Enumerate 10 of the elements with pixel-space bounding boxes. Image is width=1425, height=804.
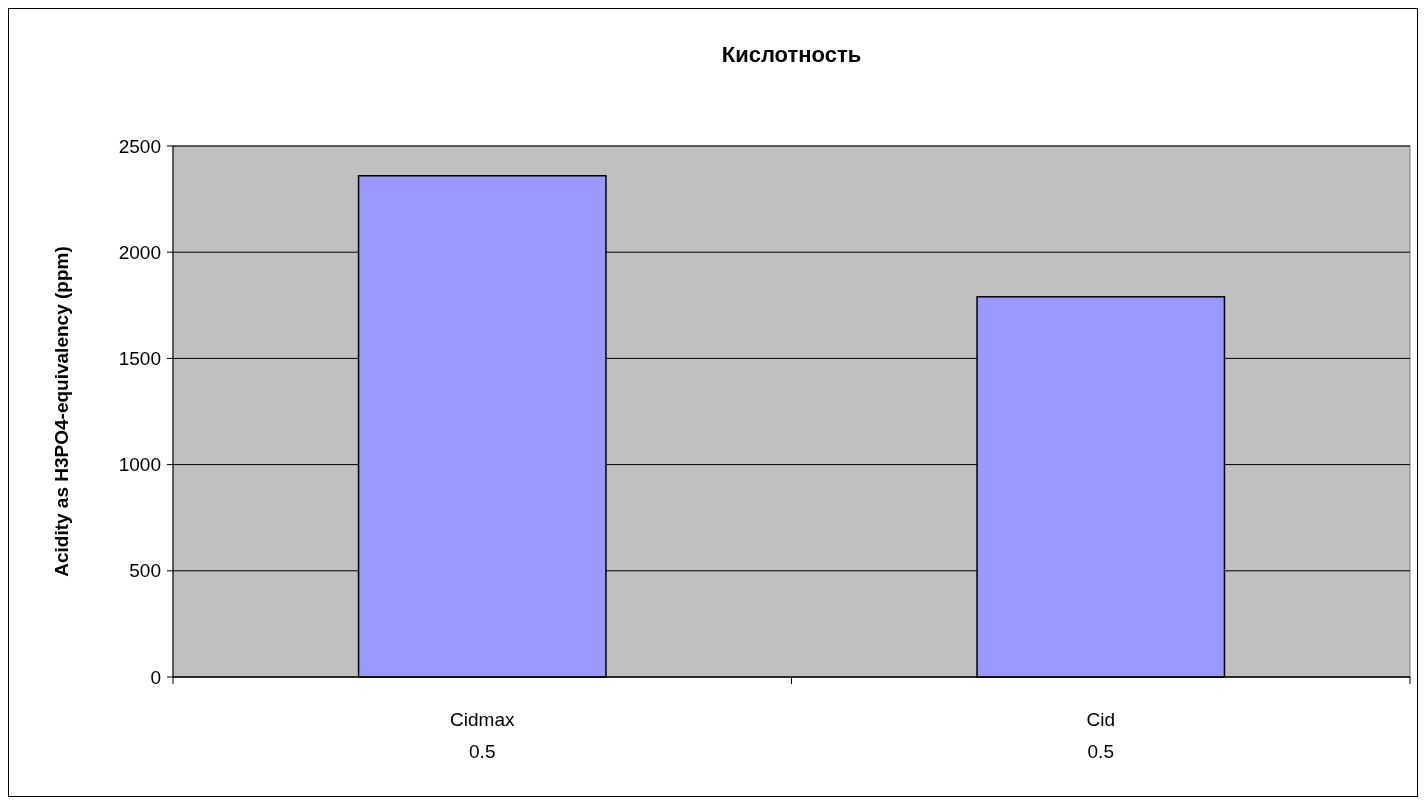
chart-title: Кислотность xyxy=(721,42,862,67)
y-tick-label: 2000 xyxy=(118,241,161,263)
x-tick-label: Cidmax 0.5 xyxy=(450,709,515,762)
x-tick-label: Cid 0.5 xyxy=(1086,709,1116,762)
y-tick-label: 1500 xyxy=(118,348,161,370)
y-tick-label: 1000 xyxy=(118,454,161,476)
y-tick-label: 500 xyxy=(129,560,161,582)
y-tick-label: 2500 xyxy=(118,135,161,157)
y-axis-title: Acidity as H3PO4-equivalency (ppm) xyxy=(51,246,72,577)
y-tick-label: 0 xyxy=(150,666,161,688)
